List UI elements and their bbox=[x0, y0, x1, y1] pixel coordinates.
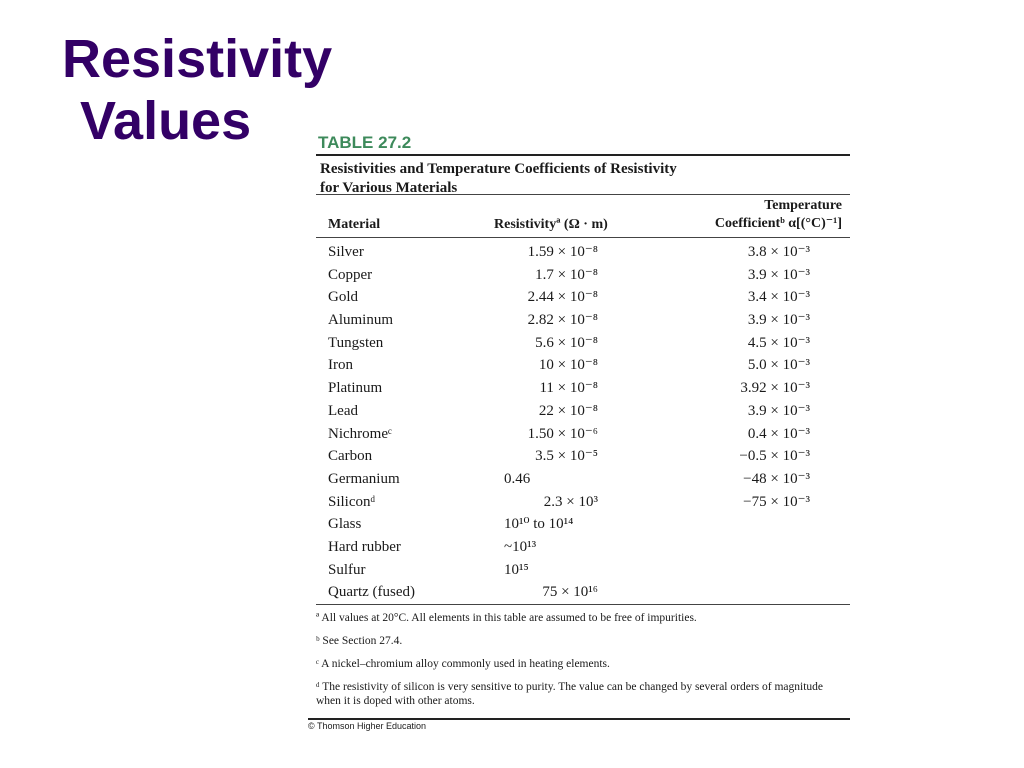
cell-resistivity: 75 × 10¹⁶ bbox=[542, 584, 598, 601]
table-row: Platinum 11 × 10⁻⁸ 3.92 × 10⁻³ bbox=[316, 377, 850, 400]
header-coefficient: Temperature Coefficientᵇ α[(°C)⁻¹] bbox=[715, 197, 842, 233]
cell-material: Gold bbox=[328, 289, 358, 306]
cell-resistivity: 0.46 bbox=[504, 470, 531, 487]
cell-material: Glass bbox=[328, 516, 362, 533]
cell-coefficient: 3.4 × 10⁻³ bbox=[747, 289, 810, 306]
header-resistivity: Resistivityª (Ω · m) bbox=[494, 217, 608, 232]
cell-material: Silver bbox=[328, 244, 364, 260]
cell-coefficient: −48 × 10⁻³ bbox=[743, 470, 810, 487]
cell-coefficient: 5.0 × 10⁻³ bbox=[747, 357, 810, 374]
cell-material: Lead bbox=[328, 402, 358, 419]
table-row: Quartz (fused) 75 × 10¹⁶ bbox=[316, 581, 850, 604]
cell-material: Copper bbox=[328, 266, 373, 283]
cell-coefficient: 0.4 × 10⁻³ bbox=[747, 425, 810, 442]
header-material: Material bbox=[328, 217, 381, 232]
cell-resistivity: 10¹⁰ to 10¹⁴ bbox=[504, 516, 574, 533]
caption-line2: for Various Materials bbox=[320, 180, 458, 196]
table-row: Nichromeᶜ 1.50 × 10⁻⁶ 0.4 × 10⁻³ bbox=[316, 423, 850, 446]
table-row: Sulfur 10¹⁵ bbox=[316, 559, 850, 582]
title-line2: Values bbox=[80, 91, 252, 151]
footnote: ᶜ A nickel–chromium alloy commonly used … bbox=[316, 658, 610, 670]
table-row: Lead 22 × 10⁻⁸ 3.9 × 10⁻³ bbox=[316, 400, 850, 423]
table-row: Germanium 0.46 −48 × 10⁻³ bbox=[316, 468, 850, 491]
cell-material: Nichromeᶜ bbox=[328, 425, 392, 442]
cell-resistivity: 22 × 10⁻⁸ bbox=[538, 402, 598, 419]
cell-resistivity: 10¹⁵ bbox=[504, 561, 529, 578]
table-row: Carbon 3.5 × 10⁻⁵ −0.5 × 10⁻³ bbox=[316, 445, 850, 468]
header-coefficient-line2: Coefficientᵇ α[(°C)⁻¹] bbox=[714, 216, 842, 231]
cell-coefficient: 3.92 × 10⁻³ bbox=[740, 380, 810, 397]
cell-material: Hard rubber bbox=[328, 538, 401, 555]
cell-coefficient: 3.8 × 10⁻³ bbox=[747, 244, 810, 260]
cell-coefficient: −75 × 10⁻³ bbox=[743, 493, 810, 510]
cell-resistivity: ~10¹³ bbox=[504, 538, 537, 555]
cell-resistivity: 1.59 × 10⁻⁸ bbox=[527, 244, 598, 260]
body-bottom-rule bbox=[316, 604, 850, 605]
cell-material: Tungsten bbox=[328, 334, 384, 351]
cell-coefficient: −0.5 × 10⁻³ bbox=[739, 448, 810, 465]
cell-resistivity: 2.44 × 10⁻⁸ bbox=[527, 289, 598, 306]
cell-material: Platinum bbox=[328, 380, 383, 397]
table-header: Material Resistivityª (Ω · m) Temperatur… bbox=[316, 195, 850, 237]
footnote: ᵇ See Section 27.4. bbox=[316, 635, 403, 647]
table-row: Silver 1.59 × 10⁻⁸ 3.8 × 10⁻³ bbox=[316, 241, 850, 264]
header-rule bbox=[316, 237, 850, 238]
cell-material: Quartz (fused) bbox=[328, 584, 416, 601]
page-title: Resistivity Values bbox=[62, 28, 332, 152]
table-row: Hard rubber ~10¹³ bbox=[316, 536, 850, 559]
cell-material: Aluminum bbox=[328, 312, 394, 329]
copyright-credit: © Thomson Higher Education bbox=[308, 721, 427, 731]
footnote: ª All values at 20°C. All elements in th… bbox=[316, 612, 697, 624]
table-caption: Resistivities and Temperature Coefficien… bbox=[316, 156, 850, 196]
table-top-rule bbox=[316, 154, 850, 156]
footnote: ᵈ The resistivity of silicon is very sen… bbox=[316, 681, 823, 707]
cell-coefficient: 3.9 × 10⁻³ bbox=[747, 266, 810, 283]
table-row: Aluminum 2.82 × 10⁻⁸ 3.9 × 10⁻³ bbox=[316, 309, 850, 332]
cell-material: Siliconᵈ bbox=[328, 493, 376, 510]
resistivity-table: TABLE 27.2 Resistivities and Temperature… bbox=[316, 132, 850, 717]
footnotes: ª All values at 20°C. All elements in th… bbox=[316, 605, 850, 708]
table-label: TABLE 27.2 bbox=[318, 133, 412, 152]
cell-material: Germanium bbox=[328, 470, 400, 487]
header-coefficient-line1: Temperature bbox=[764, 198, 842, 213]
table-row: Siliconᵈ 2.3 × 10³ −75 × 10⁻³ bbox=[316, 491, 850, 514]
table-row: Gold 2.44 × 10⁻⁸ 3.4 × 10⁻³ bbox=[316, 286, 850, 309]
cell-coefficient: 4.5 × 10⁻³ bbox=[747, 334, 810, 351]
cell-material: Iron bbox=[328, 357, 353, 374]
bottom-rule bbox=[308, 718, 850, 720]
caption-rule bbox=[316, 194, 850, 195]
cell-resistivity: 1.50 × 10⁻⁶ bbox=[527, 425, 598, 442]
cell-material: Sulfur bbox=[328, 561, 366, 578]
title-line1: Resistivity bbox=[62, 29, 333, 89]
caption-line1: Resistivities and Temperature Coefficien… bbox=[320, 161, 677, 177]
cell-resistivity: 2.82 × 10⁻⁸ bbox=[527, 312, 598, 329]
cell-resistivity: 1.7 × 10⁻⁸ bbox=[535, 266, 598, 283]
cell-resistivity: 11 × 10⁻⁸ bbox=[539, 380, 598, 397]
table-row: Iron 10 × 10⁻⁸ 5.0 × 10⁻³ bbox=[316, 354, 850, 377]
table-row: Tungsten 5.6 × 10⁻⁸ 4.5 × 10⁻³ bbox=[316, 332, 850, 355]
cell-coefficient: 3.9 × 10⁻³ bbox=[747, 312, 810, 329]
cell-material: Carbon bbox=[328, 448, 373, 465]
table-row: Copper 1.7 × 10⁻⁸ 3.9 × 10⁻³ bbox=[316, 264, 850, 287]
cell-resistivity: 10 × 10⁻⁸ bbox=[538, 357, 598, 374]
table-row: Glass 10¹⁰ to 10¹⁴ bbox=[316, 513, 850, 536]
cell-resistivity: 3.5 × 10⁻⁵ bbox=[535, 448, 598, 465]
cell-coefficient: 3.9 × 10⁻³ bbox=[747, 402, 810, 419]
table-body: Silver 1.59 × 10⁻⁸ 3.8 × 10⁻³ Copper 1.7 × 1… bbox=[316, 238, 850, 604]
cell-resistivity: 2.3 × 10³ bbox=[543, 493, 598, 510]
cell-resistivity: 5.6 × 10⁻⁸ bbox=[535, 334, 598, 351]
